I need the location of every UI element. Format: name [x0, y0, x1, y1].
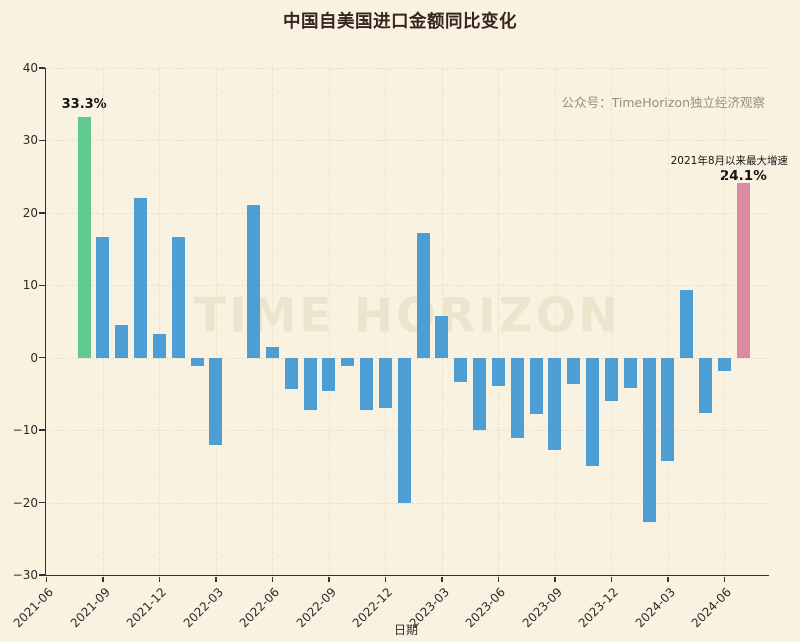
- v-gridline: [498, 68, 500, 575]
- x-tick-mark: [215, 576, 217, 582]
- v-gridline: [724, 68, 726, 575]
- x-tick-text: 2023-09: [519, 585, 565, 631]
- bar-2023-04: [454, 357, 468, 382]
- x-tick-mark: [102, 576, 104, 582]
- y-tick-label: −30: [12, 568, 38, 582]
- bar-2022-09: [322, 357, 336, 392]
- y-tick-mark: [39, 574, 45, 576]
- bar-2022-05: [247, 204, 261, 358]
- bar-2022-03: [209, 357, 223, 445]
- y-tick-label: 40: [22, 61, 38, 75]
- x-tick-mark: [328, 576, 330, 582]
- chart-title: 中国自美国进口金额同比变化: [283, 12, 517, 32]
- bar-2024-02: [642, 357, 656, 523]
- x-tick-mark: [271, 576, 274, 582]
- bar-2022-11: [360, 357, 374, 410]
- h-gridline: [46, 140, 769, 142]
- v-gridline: [611, 68, 613, 575]
- x-tick-mark: [610, 576, 613, 582]
- bar-2023-10: [567, 357, 581, 384]
- y-tick-label: −20: [12, 495, 38, 510]
- bar-2021-12: [152, 333, 166, 358]
- bar-2023-08: [529, 357, 543, 415]
- h-gridline: [46, 68, 769, 69]
- x-tick-text: 2022-09: [293, 585, 339, 631]
- v-gridline: [328, 68, 330, 575]
- x-tick-mark: [554, 576, 556, 582]
- x-tick-text: 2021-12: [124, 585, 170, 631]
- y-tick-mark: [39, 212, 45, 214]
- x-tick-text: 2024-03: [632, 585, 678, 631]
- bar-2021-10: [115, 325, 129, 358]
- bar-2023-01: [397, 357, 411, 504]
- y-tick-label: −10: [12, 423, 38, 438]
- bar-2024-07: [736, 183, 750, 358]
- bar-2021-09: [96, 236, 110, 358]
- bar-2023-05: [473, 357, 487, 431]
- bar-2024-01: [623, 357, 637, 389]
- y-tick-label: 0: [30, 350, 38, 365]
- v-gridline: [554, 68, 556, 575]
- bar-2022-06: [265, 346, 279, 358]
- v-gridline: [215, 68, 217, 575]
- bar-2021-11: [134, 198, 148, 358]
- v-gridline: [667, 68, 669, 575]
- x-tick-text: 2022-03: [180, 585, 226, 631]
- bar-2023-03: [435, 316, 449, 358]
- x-tick-text: 2021-06: [11, 585, 57, 631]
- x-tick-mark: [441, 576, 443, 582]
- y-tick-label: 10: [22, 278, 38, 293]
- y-tick-mark: [39, 501, 45, 504]
- bar-2022-01: [171, 237, 185, 358]
- plot-area: TIME HORIZON 33.3% 2021年8月以来最大增速 24.1% 2…: [11, 62, 788, 630]
- last-bar-annotation: 2021年8月以来最大增速: [670, 155, 788, 167]
- x-tick-text: 2023-12: [576, 585, 622, 631]
- x-tick-text: 2022-12: [350, 585, 396, 631]
- y-tick-mark: [39, 67, 45, 69]
- h-gridline: [46, 212, 769, 214]
- x-tick-mark: [497, 576, 500, 582]
- bar-2023-07: [510, 357, 524, 439]
- bar-2024-06: [717, 357, 731, 372]
- v-gridline: [159, 68, 161, 575]
- y-tick-mark: [39, 429, 45, 431]
- bar-2023-11: [586, 357, 600, 466]
- bar-2023-06: [491, 357, 505, 386]
- x-tick-text: 2022-06: [237, 585, 283, 631]
- first-bar-value-label: 33.3%: [61, 97, 107, 112]
- x-tick-text: 2023-06: [463, 585, 509, 631]
- x-tick-text: 2024-06: [689, 585, 735, 631]
- bar-2022-07: [284, 357, 298, 389]
- y-tick-label: 20: [22, 205, 38, 220]
- v-gridline: [272, 68, 274, 575]
- y-tick-mark: [39, 284, 45, 286]
- bar-2024-05: [699, 357, 713, 414]
- h-gridline: [46, 285, 769, 287]
- x-tick-text: 2021-09: [67, 585, 113, 631]
- bar-2022-10: [341, 357, 355, 367]
- x-tick-mark: [384, 576, 387, 582]
- bar-2024-03: [661, 357, 675, 462]
- x-tick-mark: [667, 576, 669, 582]
- x-tick-mark: [45, 576, 48, 582]
- x-tick-mark: [158, 576, 161, 582]
- bar-2024-04: [680, 290, 694, 358]
- v-gridline: [385, 68, 387, 575]
- bar-2022-12: [378, 357, 392, 409]
- x-axis-label: 日期: [393, 623, 419, 637]
- bar-2023-02: [416, 233, 430, 358]
- bar-2023-09: [548, 357, 562, 450]
- x-tick-mark: [723, 576, 726, 582]
- y-tick-label: 30: [22, 133, 38, 148]
- bar-2022-08: [303, 357, 317, 410]
- bar-2021-08: [77, 116, 91, 358]
- y-tick-mark: [39, 139, 45, 142]
- y-tick-mark: [39, 357, 45, 359]
- bar-2022-02: [190, 357, 204, 367]
- bar-2023-12: [604, 357, 618, 402]
- last-bar-value-label: 24.1%: [719, 168, 767, 184]
